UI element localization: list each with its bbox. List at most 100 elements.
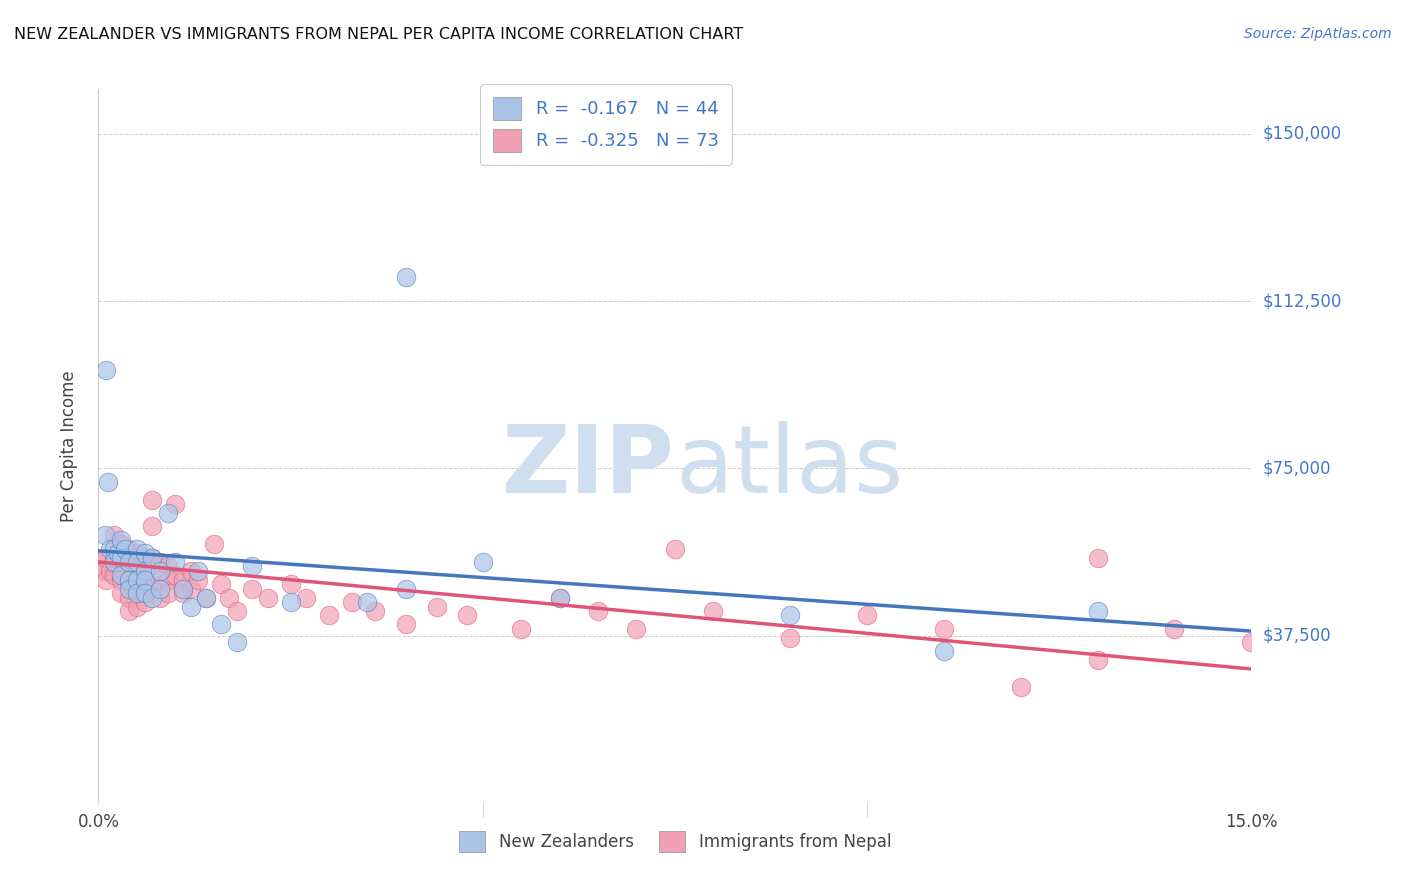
Point xyxy=(1087,604,1109,618)
Point xyxy=(932,622,955,636)
Point xyxy=(110,555,132,569)
Point xyxy=(98,564,121,578)
Point xyxy=(779,608,801,623)
Point xyxy=(118,573,141,587)
Point xyxy=(149,564,172,578)
Point xyxy=(103,555,125,569)
Point xyxy=(97,475,120,489)
Point xyxy=(471,555,494,569)
Point xyxy=(149,555,172,569)
Point xyxy=(94,573,117,587)
Point xyxy=(156,586,179,600)
Point xyxy=(395,617,418,632)
Point xyxy=(426,599,449,614)
Point xyxy=(118,555,141,569)
Point xyxy=(1163,622,1185,636)
Point xyxy=(195,591,218,605)
Point xyxy=(107,546,129,560)
Point xyxy=(149,582,172,596)
Point xyxy=(134,564,156,578)
Point xyxy=(180,564,202,578)
Point xyxy=(125,573,148,587)
Point xyxy=(456,608,478,623)
Point xyxy=(172,573,194,587)
Point xyxy=(118,573,141,587)
Point xyxy=(141,550,163,565)
Point xyxy=(134,546,156,560)
Point xyxy=(340,595,363,609)
Point xyxy=(702,604,724,618)
Point xyxy=(93,564,115,578)
Point xyxy=(209,577,232,591)
Point xyxy=(165,568,187,582)
Point xyxy=(626,622,648,636)
Point xyxy=(172,582,194,596)
Point xyxy=(187,564,209,578)
Point xyxy=(225,635,247,649)
Text: atlas: atlas xyxy=(675,421,903,514)
Point xyxy=(510,622,533,636)
Point xyxy=(856,608,879,623)
Point xyxy=(125,573,148,587)
Point xyxy=(141,550,163,565)
Text: $37,500: $37,500 xyxy=(1263,626,1331,645)
Point xyxy=(110,568,132,582)
Text: $75,000: $75,000 xyxy=(1263,459,1331,477)
Point xyxy=(180,582,202,596)
Text: $112,500: $112,500 xyxy=(1263,292,1341,310)
Point xyxy=(664,541,686,556)
Point xyxy=(395,269,418,284)
Point xyxy=(141,519,163,533)
Point xyxy=(134,573,156,587)
Point xyxy=(149,591,172,605)
Point xyxy=(103,550,125,565)
Point xyxy=(256,591,278,605)
Y-axis label: Per Capita Income: Per Capita Income xyxy=(59,370,77,522)
Point xyxy=(118,604,141,618)
Point xyxy=(156,573,179,587)
Point xyxy=(93,528,115,542)
Point xyxy=(110,537,132,551)
Point xyxy=(110,550,132,565)
Point xyxy=(125,546,148,560)
Text: ZIP: ZIP xyxy=(502,421,675,514)
Point xyxy=(141,582,163,596)
Point xyxy=(172,586,194,600)
Point xyxy=(134,595,156,609)
Point xyxy=(98,541,121,556)
Point xyxy=(240,559,263,574)
Point xyxy=(1010,680,1032,694)
Point xyxy=(165,555,187,569)
Point xyxy=(218,591,240,605)
Point xyxy=(548,591,571,605)
Point xyxy=(156,506,179,520)
Point xyxy=(395,582,418,596)
Text: Source: ZipAtlas.com: Source: ZipAtlas.com xyxy=(1244,27,1392,41)
Text: NEW ZEALANDER VS IMMIGRANTS FROM NEPAL PER CAPITA INCOME CORRELATION CHART: NEW ZEALANDER VS IMMIGRANTS FROM NEPAL P… xyxy=(14,27,744,42)
Point xyxy=(125,555,148,569)
Point xyxy=(107,541,129,556)
Point xyxy=(1240,635,1263,649)
Point xyxy=(125,586,148,600)
Point xyxy=(118,555,141,569)
Point xyxy=(91,555,114,569)
Point xyxy=(118,541,141,556)
Point xyxy=(356,595,378,609)
Point xyxy=(195,591,218,605)
Point xyxy=(586,604,609,618)
Text: $150,000: $150,000 xyxy=(1263,125,1341,143)
Point xyxy=(1087,653,1109,667)
Point xyxy=(125,586,148,600)
Legend: New Zealanders, Immigrants from Nepal: New Zealanders, Immigrants from Nepal xyxy=(451,824,898,859)
Point xyxy=(318,608,340,623)
Point xyxy=(156,559,179,574)
Point xyxy=(125,599,148,614)
Point xyxy=(110,573,132,587)
Point xyxy=(180,599,202,614)
Point xyxy=(209,617,232,632)
Point xyxy=(134,564,156,578)
Point xyxy=(202,537,225,551)
Point xyxy=(141,591,163,605)
Point xyxy=(103,541,125,556)
Point xyxy=(165,497,187,511)
